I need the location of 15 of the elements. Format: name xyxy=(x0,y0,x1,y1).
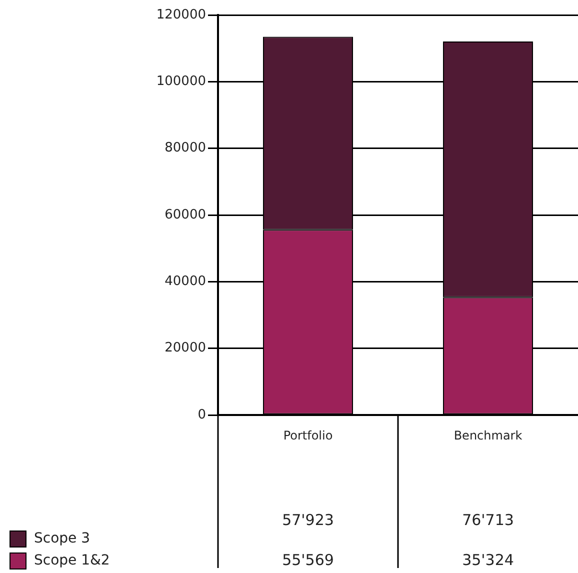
legend-label: Scope 1&2 xyxy=(34,552,110,569)
data-label: 57'923 xyxy=(282,510,334,529)
y-tick-label: 100000 xyxy=(156,74,206,90)
y-tick-label: 40000 xyxy=(164,274,206,290)
x-tick-label: Portfolio xyxy=(283,428,333,442)
data-label: 55'569 xyxy=(282,550,334,569)
y-tick-label: 0 xyxy=(198,407,206,422)
y-tick-label: 120000 xyxy=(156,7,206,22)
data-label: 76'713 xyxy=(462,510,514,529)
data-label: 35'324 xyxy=(462,550,514,569)
x-tick-label: Benchmark xyxy=(454,428,522,442)
y-tick-label: 60000 xyxy=(164,207,206,222)
legend-label: Scope 3 xyxy=(34,530,90,547)
y-tick-label: 20000 xyxy=(164,340,206,356)
y-tick-label: 80000 xyxy=(164,140,206,156)
